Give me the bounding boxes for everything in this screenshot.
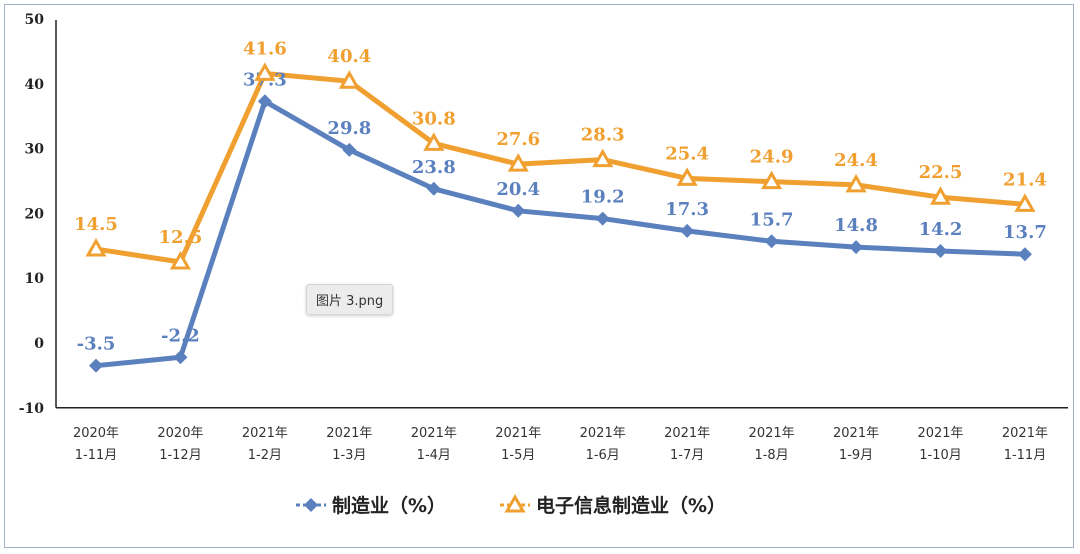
data-point: [764, 234, 779, 249]
x-tick-label: 2021年: [411, 426, 457, 441]
legend-label: 制造业（%）: [332, 494, 446, 517]
x-tick-label: 2021年: [664, 426, 710, 441]
x-tick-label: 1-12月: [159, 448, 202, 463]
data-point: [342, 142, 357, 157]
data-label: 28.3: [581, 125, 625, 146]
x-tick-label: 1-7月: [670, 448, 704, 463]
y-tick-label: -10: [19, 401, 45, 417]
x-tick-label: 1-10月: [919, 448, 962, 463]
data-point: [169, 250, 192, 270]
data-label: 22.5: [919, 162, 963, 183]
x-tick-label: 1-2月: [248, 448, 282, 463]
data-label: 14.2: [919, 219, 963, 240]
data-label: 30.8: [412, 108, 456, 129]
y-tick-label: 10: [25, 271, 45, 287]
data-point: [89, 358, 103, 373]
legend-label: 电子信息制造业（%）: [536, 494, 726, 517]
data-label: -3.5: [77, 334, 116, 355]
x-tick-label: 1-9月: [839, 448, 873, 463]
x-tick-label: 1-3月: [332, 448, 366, 463]
x-tick-label: 2021年: [833, 426, 879, 441]
data-label: 25.4: [665, 143, 709, 164]
data-label: -2.2: [161, 325, 200, 346]
x-tick-label: 2021年: [580, 426, 626, 441]
data-point: [423, 132, 445, 151]
data-label: 24.4: [834, 150, 878, 171]
data-label: 21.4: [1003, 169, 1047, 190]
x-tick-label: 1-4月: [417, 448, 451, 463]
x-tick-label: 2021年: [1002, 426, 1048, 441]
data-point: [676, 167, 698, 186]
x-tick-label: 1-8月: [754, 448, 788, 463]
y-tick-label: 0: [34, 336, 44, 352]
data-point: [929, 186, 952, 205]
data-label: 24.9: [750, 147, 794, 168]
x-tick-label: 2021年: [917, 426, 963, 441]
data-point: [173, 350, 188, 365]
data-point: [257, 94, 272, 109]
legend-marker: [304, 498, 318, 512]
data-label: 40.4: [327, 46, 371, 67]
x-tick-label: 1-11月: [1004, 448, 1047, 463]
chart-frame: [4, 4, 1074, 548]
data-point: [592, 148, 614, 168]
data-point: [680, 223, 695, 238]
data-point: [254, 62, 276, 81]
data-label: 20.4: [496, 179, 540, 200]
x-tick-label: 1-11月: [75, 448, 118, 463]
x-tick-label: 1-5月: [501, 448, 535, 463]
data-label: 29.8: [327, 118, 371, 139]
data-label: 23.8: [412, 157, 456, 178]
data-label: 17.3: [665, 199, 709, 220]
y-tick-label: 50: [25, 12, 45, 28]
data-label: 41.6: [243, 38, 287, 59]
data-label: 14.8: [834, 215, 878, 236]
x-tick-label: 2021年: [326, 426, 372, 441]
x-tick-label: 2021年: [495, 426, 541, 441]
series-line: [95, 70, 1026, 265]
y-tick-label: 30: [25, 142, 45, 158]
data-label: 27.6: [496, 129, 540, 150]
data-point: [849, 240, 864, 255]
legend-marker: [504, 493, 526, 513]
data-point: [933, 243, 948, 258]
filename-tooltip: 图片 3.png: [306, 284, 394, 315]
y-tick-label: 40: [25, 77, 45, 93]
data-label: 19.2: [581, 187, 625, 208]
data-label: 14.5: [74, 214, 118, 235]
data-point: [511, 203, 526, 218]
data-label: 15.7: [750, 209, 794, 230]
data-point: [426, 181, 441, 196]
data-label: 13.7: [1003, 222, 1047, 243]
x-tick-label: 2020年: [157, 426, 203, 441]
data-point: [338, 70, 360, 89]
data-point: [1014, 193, 1036, 212]
data-point: [85, 238, 107, 257]
data-label: 12.5: [159, 227, 203, 248]
y-tick-label: 20: [25, 206, 45, 222]
x-tick-label: 2021年: [749, 426, 795, 441]
data-point: [507, 153, 529, 172]
series-line: [95, 98, 1026, 369]
data-point: [761, 170, 783, 190]
x-tick-label: 2021年: [242, 426, 288, 441]
data-point: [1017, 247, 1032, 262]
x-tick-label: 1-6月: [586, 448, 620, 463]
data-point: [595, 211, 610, 226]
x-tick-label: 2020年: [73, 426, 119, 441]
data-point: [845, 173, 867, 193]
